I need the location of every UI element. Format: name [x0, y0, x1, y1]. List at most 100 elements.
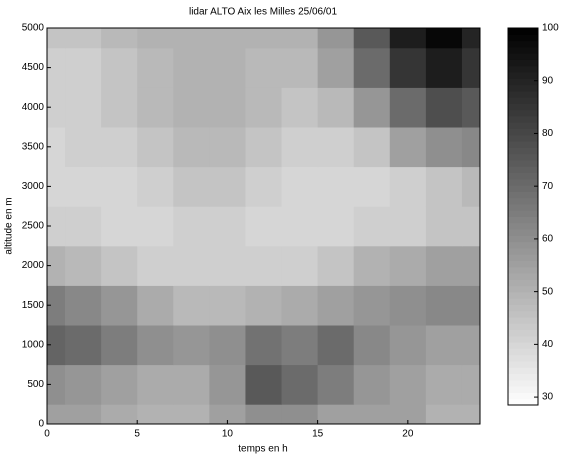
heatmap-cell — [281, 206, 319, 247]
colorbar-step — [508, 115, 538, 123]
x-tick-label: 20 — [402, 429, 414, 440]
heatmap-cell — [281, 87, 319, 128]
heatmap-cell — [101, 206, 138, 247]
heatmap-cell — [389, 127, 427, 168]
heatmap-cell — [353, 166, 391, 207]
x-tick-label: 15 — [312, 429, 324, 440]
chart-title: lidar ALTO Aix les Milles 25/06/01 — [189, 7, 337, 18]
y-tick-label: 4500 — [22, 62, 45, 73]
colorbar-step — [508, 210, 538, 217]
heatmap-cell — [425, 245, 463, 286]
x-tick-label: 0 — [44, 429, 50, 440]
heatmap-cell — [317, 285, 355, 326]
heatmap-cell — [245, 245, 283, 286]
heatmap-cell — [317, 364, 355, 405]
colorbar-step — [508, 392, 538, 400]
heatmap-cell — [281, 47, 319, 88]
colorbar-step — [508, 342, 538, 349]
heatmap-cell — [137, 166, 174, 207]
heatmap-cell — [101, 87, 138, 128]
colorbar-step — [508, 361, 538, 368]
heatmap-cell — [425, 364, 463, 405]
heatmap-cell — [425, 404, 463, 424]
y-tick-label: 2500 — [22, 221, 45, 232]
heatmap-cells — [47, 28, 480, 424]
heatmap-cell — [173, 364, 210, 405]
colorbar-step — [508, 178, 538, 186]
colorbar-step — [508, 147, 538, 155]
heatmap-cell — [389, 166, 427, 207]
y-tick-label: 5000 — [22, 23, 45, 34]
heatmap-cell — [101, 245, 138, 286]
heatmap-cell — [245, 285, 283, 326]
heatmap-cell — [209, 206, 246, 247]
heatmap-cell — [461, 28, 480, 49]
heatmap-cell — [317, 87, 355, 128]
heatmap-cell — [281, 245, 319, 286]
heatmap-cell — [47, 47, 66, 88]
heatmap-cell — [209, 364, 246, 405]
heatmap-cell — [353, 206, 391, 247]
colorbar-step — [508, 185, 538, 192]
heatmap-cell — [317, 28, 355, 49]
heatmap-cell — [425, 127, 463, 168]
colorbar-step — [508, 28, 538, 35]
heatmap-cell — [47, 285, 66, 326]
x-axis-label: temps en h — [238, 444, 287, 455]
heatmap-cell — [425, 87, 463, 128]
colorbar-step — [508, 235, 538, 243]
heatmap-cell — [317, 245, 355, 286]
heatmap-cell — [353, 28, 391, 49]
colorbar-step — [508, 159, 538, 167]
heatmap-cell — [281, 285, 319, 326]
heatmap-cell — [389, 28, 427, 49]
heatmap-cell — [209, 47, 246, 88]
heatmap-cell — [137, 47, 174, 88]
heatmap-cell — [425, 325, 463, 366]
colorbar-step — [508, 279, 538, 287]
heatmap-cell — [425, 166, 463, 207]
heatmap-cell — [317, 325, 355, 366]
heatmap-cell — [281, 364, 319, 405]
colorbar-step — [508, 266, 538, 274]
heatmap-cell — [101, 325, 138, 366]
heatmap-cell — [137, 364, 174, 405]
heatmap-cell — [173, 325, 210, 366]
heatmap-cell — [65, 166, 102, 207]
colorbar-step — [508, 273, 538, 280]
heatmap-cell — [173, 127, 210, 168]
colorbar-step — [508, 367, 538, 375]
colorbar-step — [508, 166, 538, 174]
heatmap-cell — [65, 127, 102, 168]
heatmap-cell — [317, 206, 355, 247]
heatmap-cell — [353, 364, 391, 405]
heatmap-cell — [101, 28, 138, 49]
heatmap-cell — [353, 47, 391, 88]
colorbar-step — [508, 348, 538, 356]
colorbar-step — [508, 354, 538, 362]
colorbar-step — [508, 197, 538, 205]
heatmap-cell — [389, 285, 427, 326]
colorbar-step — [508, 172, 538, 180]
heatmap-cell — [353, 245, 391, 286]
colorbar-step — [508, 46, 538, 54]
heatmap-cell — [461, 47, 480, 88]
heatmap-cell — [425, 285, 463, 326]
colorbar-step — [508, 40, 538, 48]
heatmap-cell — [65, 404, 102, 424]
x-tick-label: 10 — [222, 429, 234, 440]
colorbar-step — [508, 291, 538, 299]
heatmap-cell — [245, 325, 283, 366]
heatmap-cell — [173, 245, 210, 286]
colorbar-step — [508, 260, 538, 268]
heatmap-cell — [425, 28, 463, 49]
heatmap-cell — [461, 87, 480, 128]
heatmap-cell — [461, 364, 480, 405]
heatmap-cell — [65, 87, 102, 128]
heatmap-cell — [101, 364, 138, 405]
heatmap-cell — [245, 87, 283, 128]
heatmap-cell — [353, 87, 391, 128]
colorbar-step — [508, 109, 538, 117]
heatmap-cell — [425, 47, 463, 88]
